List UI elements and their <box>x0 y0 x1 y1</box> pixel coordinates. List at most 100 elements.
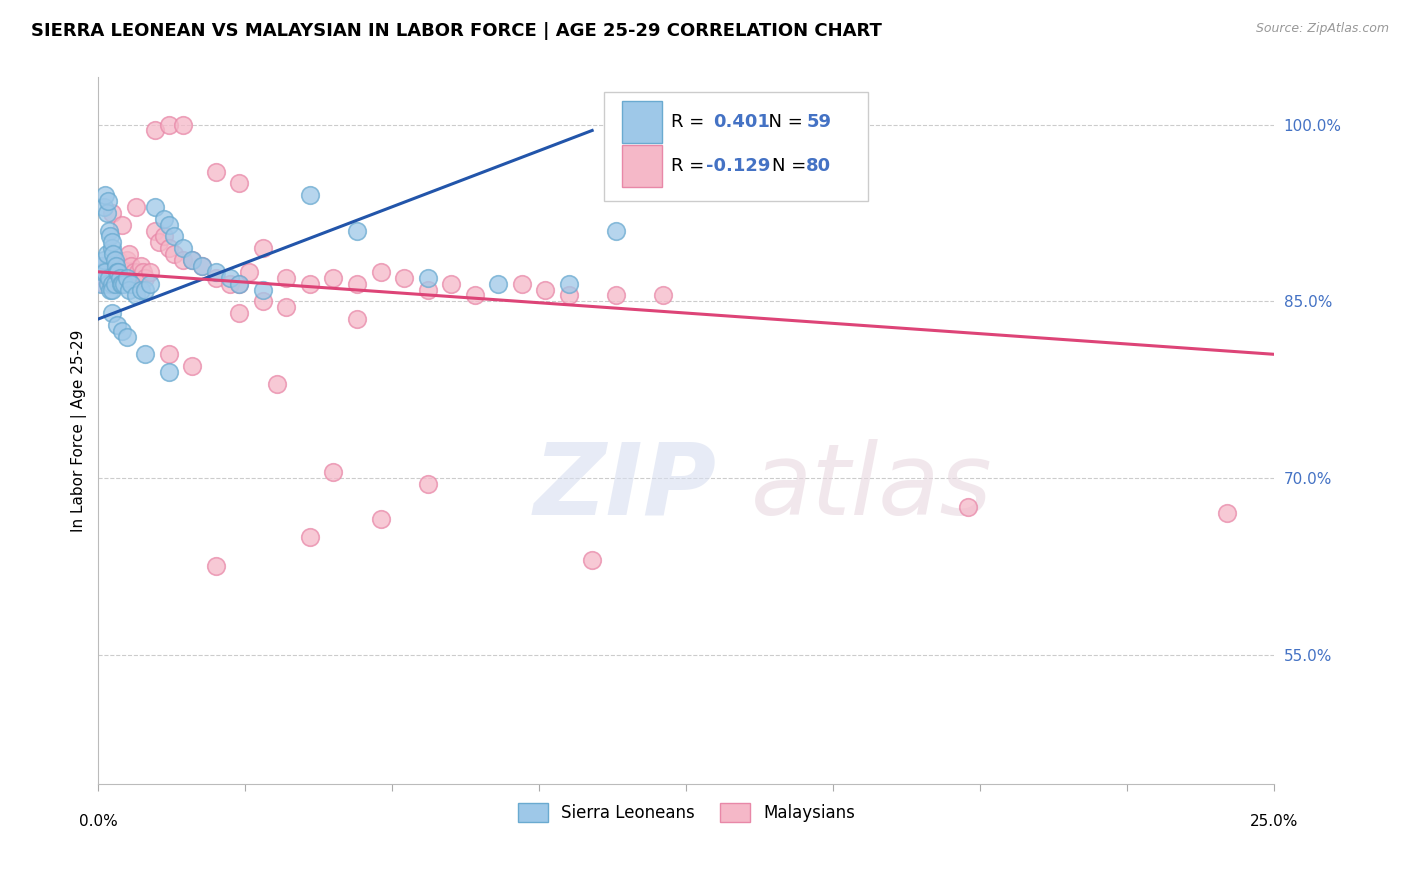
Point <box>205 164 228 178</box>
Text: 80: 80 <box>806 157 831 175</box>
Point <box>162 229 184 244</box>
Text: 0.401: 0.401 <box>713 113 770 131</box>
Point <box>97 224 120 238</box>
FancyBboxPatch shape <box>621 145 661 186</box>
Point <box>120 259 142 273</box>
Point <box>143 123 166 137</box>
Point <box>416 283 439 297</box>
Point <box>104 253 127 268</box>
Point <box>104 277 127 291</box>
Point <box>103 247 125 261</box>
Point <box>581 553 603 567</box>
Point <box>132 265 155 279</box>
Point <box>115 253 138 268</box>
Point <box>298 530 321 544</box>
Point <box>464 288 486 302</box>
Point <box>172 253 194 268</box>
Point <box>157 347 180 361</box>
Point <box>97 194 120 208</box>
Point <box>111 218 134 232</box>
Point <box>181 253 204 268</box>
Point <box>91 270 114 285</box>
Point <box>97 259 120 273</box>
FancyBboxPatch shape <box>621 101 661 143</box>
Point <box>134 283 156 297</box>
Point <box>100 270 122 285</box>
Point <box>219 270 242 285</box>
Point <box>651 288 673 302</box>
Point <box>392 270 415 285</box>
Point <box>110 277 132 291</box>
Point <box>112 265 135 279</box>
Text: Source: ZipAtlas.com: Source: ZipAtlas.com <box>1256 22 1389 36</box>
Point <box>93 200 115 214</box>
Point <box>346 277 368 291</box>
Point <box>94 265 117 279</box>
Point <box>162 247 184 261</box>
Point <box>205 559 228 574</box>
Point <box>157 218 180 232</box>
Point <box>90 259 112 273</box>
Point <box>108 270 131 285</box>
Point <box>111 324 134 338</box>
Point <box>93 253 115 268</box>
Text: R =: R = <box>671 157 710 175</box>
Point <box>252 283 274 297</box>
Point <box>125 270 148 285</box>
Point <box>252 241 274 255</box>
Text: 59: 59 <box>806 113 831 131</box>
Point <box>228 306 250 320</box>
Point <box>157 365 180 379</box>
Point <box>486 277 509 291</box>
Text: 0.0%: 0.0% <box>79 814 118 829</box>
Text: atlas: atlas <box>751 439 993 536</box>
Point <box>370 265 392 279</box>
Point <box>298 188 321 202</box>
Point <box>125 288 148 302</box>
Point <box>118 247 141 261</box>
Point <box>534 283 557 297</box>
Point <box>228 277 250 291</box>
Point <box>191 259 214 273</box>
Text: ZIP: ZIP <box>533 439 717 536</box>
Point <box>105 318 128 332</box>
Point <box>105 265 128 279</box>
Point <box>205 265 228 279</box>
Point <box>370 512 392 526</box>
Point <box>172 241 194 255</box>
Point <box>228 277 250 291</box>
Point <box>98 229 121 244</box>
Text: SIERRA LEONEAN VS MALAYSIAN IN LABOR FORCE | AGE 25-29 CORRELATION CHART: SIERRA LEONEAN VS MALAYSIAN IN LABOR FOR… <box>31 22 882 40</box>
Point <box>97 270 120 285</box>
Point <box>96 206 118 220</box>
Point <box>139 277 162 291</box>
Point <box>298 277 321 291</box>
Point <box>605 224 627 238</box>
Point <box>266 376 288 391</box>
Point <box>101 235 124 250</box>
Point <box>346 312 368 326</box>
Point <box>118 283 141 297</box>
Point <box>129 283 152 297</box>
Point <box>103 270 125 285</box>
Point <box>101 206 124 220</box>
Point <box>148 235 170 250</box>
Point <box>101 265 124 279</box>
Point <box>228 177 250 191</box>
Point <box>105 265 128 279</box>
Point <box>134 347 156 361</box>
Point <box>238 265 260 279</box>
Point <box>440 277 463 291</box>
Point <box>115 329 138 343</box>
Point <box>120 277 142 291</box>
Text: 25.0%: 25.0% <box>1250 814 1298 829</box>
FancyBboxPatch shape <box>605 92 869 201</box>
Legend: Sierra Leoneans, Malaysians: Sierra Leoneans, Malaysians <box>510 797 862 829</box>
Point <box>96 247 118 261</box>
Point <box>957 500 980 515</box>
Text: N =: N = <box>756 113 808 131</box>
Point <box>110 265 132 279</box>
Point <box>122 265 145 279</box>
Point <box>346 224 368 238</box>
Point <box>181 253 204 268</box>
